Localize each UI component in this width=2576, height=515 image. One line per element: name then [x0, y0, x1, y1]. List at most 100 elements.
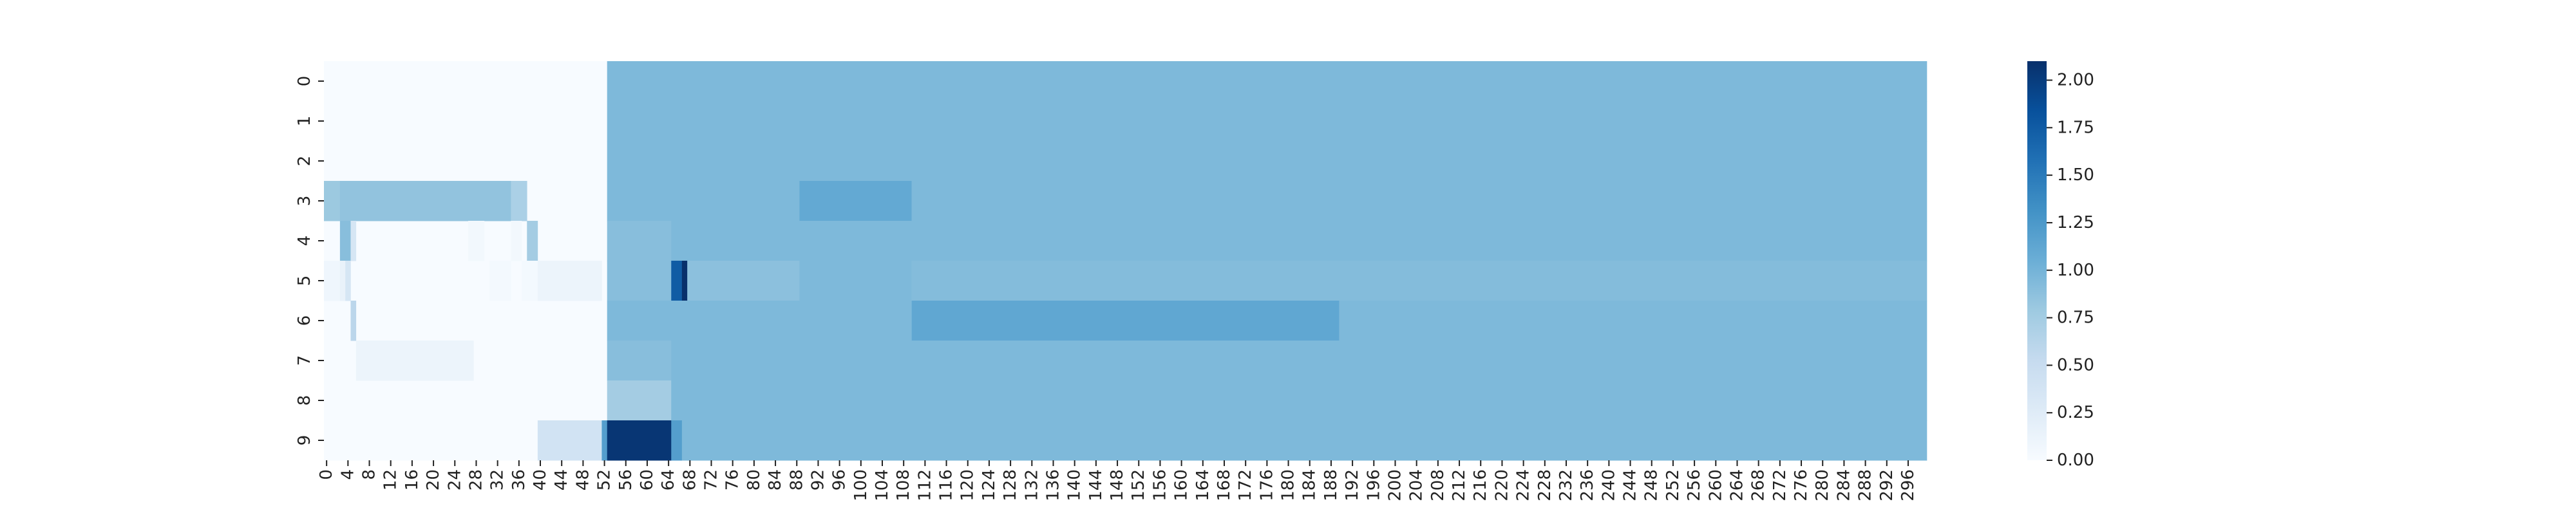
heatmap-cell: [537, 261, 602, 301]
heatmap-cell: [607, 420, 672, 461]
heatmap-cell: [607, 101, 1927, 142]
x-tick-label: 240: [1599, 469, 1618, 501]
heatmap-cell: [345, 261, 351, 301]
heatmap-cell: [511, 181, 527, 221]
heatmap-cell: [799, 181, 912, 221]
colorbar: 0.00 0.25 0.50 0.75 1.00 1.25 1.50 1.75 2.00: [2027, 61, 2094, 470]
x-tick-label: 188: [1321, 469, 1341, 501]
heatmap-cell: [607, 181, 800, 221]
heatmap-cell: [1339, 301, 1927, 341]
x-tick-label: 28: [466, 469, 486, 491]
heatmap-cell: [911, 261, 1927, 301]
heatmap-cell: [350, 301, 357, 341]
x-tick-label: 4: [338, 469, 357, 480]
y-tick-label: 6: [295, 315, 314, 326]
heatmap-cell: [601, 420, 608, 461]
heatmap-cell: [350, 221, 357, 261]
heatmap-cell: [607, 380, 672, 421]
x-tick-label: 192: [1343, 469, 1362, 501]
heatmap-cell: [671, 420, 683, 461]
x-tick-label: 16: [402, 469, 422, 491]
x-tick-label: 196: [1364, 469, 1383, 501]
x-tick-label: 128: [1001, 469, 1020, 501]
x-tick-label: 180: [1279, 469, 1298, 501]
heatmap-cell: [671, 341, 1927, 381]
x-tick-label: 216: [1471, 469, 1490, 501]
heatmap-cell: [671, 380, 1927, 421]
x-tick-label: 108: [894, 469, 913, 501]
heatmap-cell: [911, 181, 1927, 221]
x-tick-label: 256: [1685, 469, 1704, 501]
x-tick-label: 292: [1877, 469, 1897, 501]
x-tick-label: 56: [616, 469, 636, 491]
y-tick-label: 8: [295, 395, 314, 406]
y-tick-label: 4: [295, 236, 314, 247]
x-tick-label: 204: [1407, 469, 1426, 501]
x-tick-label: 268: [1749, 469, 1768, 501]
x-tick-label: 232: [1557, 469, 1576, 501]
heatmap-cell: [607, 61, 1927, 102]
heatmap-cells: [324, 61, 1927, 461]
x-tick-label: 68: [680, 469, 699, 491]
colorbar-tick-label: 1.75: [2057, 118, 2094, 137]
x-tick-label: 36: [509, 469, 529, 491]
x-tick-label: 0: [317, 469, 336, 480]
x-tick-label: 284: [1834, 469, 1853, 501]
x-tick-label: 88: [787, 469, 806, 491]
x-tick-label: 44: [552, 469, 571, 491]
heatmap-cell: [607, 341, 672, 381]
heatmap-cell: [339, 261, 346, 301]
x-tick-label: 144: [1086, 469, 1106, 501]
heatmap-cell: [799, 261, 912, 301]
x-tick-label: 60: [638, 469, 657, 491]
heatmap-cell: [607, 221, 672, 261]
x-tick-label: 212: [1450, 469, 1469, 501]
x-tick-label: 24: [445, 469, 464, 491]
x-tick-label: 12: [381, 469, 401, 491]
heatmap-cell: [911, 301, 1340, 341]
x-tick-label: 236: [1578, 469, 1597, 501]
colorbar-tick-label: 0.50: [2057, 355, 2094, 375]
heatmap-cell: [511, 221, 522, 261]
x-tick-label: 64: [659, 469, 678, 491]
x-tick-label: 92: [808, 469, 828, 491]
x-tick-label: 84: [766, 469, 785, 491]
heatmap-cell: [607, 261, 672, 301]
heatmap-cell: [355, 341, 474, 381]
x-tick-label: 276: [1792, 469, 1811, 501]
x-tick-label: 184: [1300, 469, 1320, 501]
x-tick-label: 104: [873, 469, 892, 501]
y-axis: 0 1 2 3 4 5 6 7 8 9: [295, 76, 324, 445]
x-tick-label: 20: [424, 469, 443, 491]
heatmap-cell: [468, 221, 485, 261]
x-tick-label: 224: [1514, 469, 1533, 501]
x-tick-label: 132: [1022, 469, 1041, 501]
x-tick-label: 76: [723, 469, 743, 491]
x-tick-label: 148: [1108, 469, 1127, 501]
x-tick-label: 152: [1129, 469, 1148, 501]
x-tick-label: 260: [1706, 469, 1725, 501]
heatmap-cell: [521, 261, 538, 301]
colorbar-tick-label: 1.50: [2057, 165, 2094, 185]
x-tick-label: 272: [1770, 469, 1790, 501]
x-tick-label: 208: [1428, 469, 1448, 501]
x-tick-label: 252: [1663, 469, 1683, 501]
colorbar-tick-label: 1.25: [2057, 213, 2094, 232]
colorbar-tick-label: 1.00: [2057, 261, 2094, 280]
y-tick-label: 3: [295, 196, 314, 207]
colorbar-tick-label: 0.75: [2057, 308, 2094, 328]
x-tick-label: 172: [1236, 469, 1255, 501]
heatmap-cell: [339, 181, 511, 221]
x-tick-label: 176: [1257, 469, 1276, 501]
heatmap-cell: [537, 420, 602, 461]
y-tick-label: 7: [295, 355, 314, 366]
x-tick-label: 80: [744, 469, 764, 491]
x-tick-label: 116: [937, 469, 956, 501]
heatmap-cell: [339, 221, 351, 261]
x-tick-label: 8: [360, 469, 379, 480]
x-tick-label: 140: [1065, 469, 1084, 501]
x-tick-label: 120: [958, 469, 978, 501]
x-tick-label: 96: [830, 469, 849, 491]
x-tick-label: 164: [1193, 469, 1213, 501]
